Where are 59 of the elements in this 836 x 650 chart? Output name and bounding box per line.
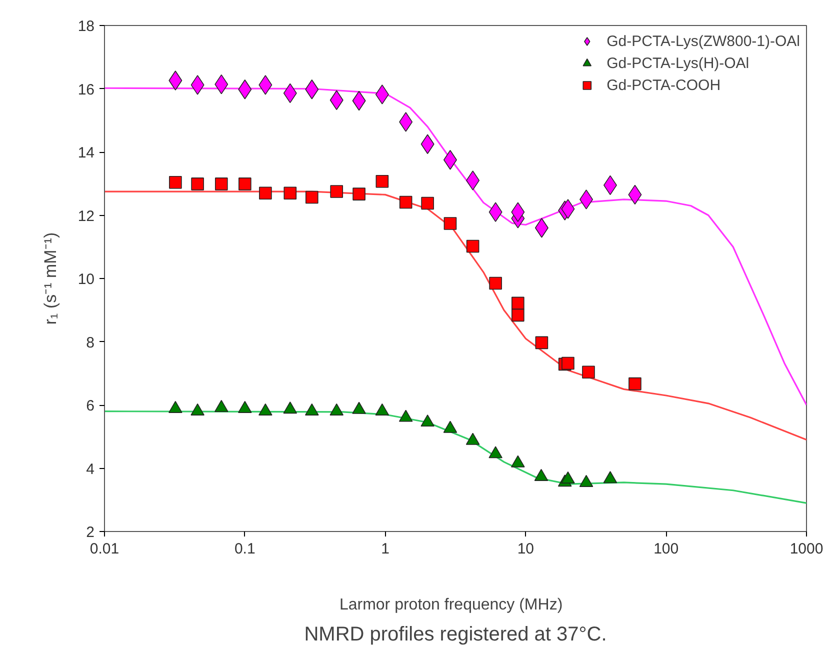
point	[330, 403, 344, 416]
point	[283, 402, 298, 414]
point	[191, 178, 204, 190]
point	[421, 196, 434, 210]
point	[488, 446, 502, 458]
y-tick-label: 2	[86, 524, 94, 541]
point	[214, 400, 228, 412]
y-tick-label: 16	[78, 81, 95, 98]
point	[238, 178, 252, 190]
point	[168, 400, 182, 413]
x-tick-label: 0.1	[234, 540, 256, 558]
point	[376, 175, 389, 188]
point	[330, 185, 344, 198]
point	[488, 202, 502, 222]
y-tick-label: 18	[78, 18, 95, 35]
point	[304, 403, 319, 416]
x-tick-label: 100	[654, 540, 679, 558]
point	[443, 150, 457, 170]
point	[443, 420, 458, 433]
point	[444, 217, 457, 230]
y-tick-label: 4	[86, 460, 94, 478]
y-tick-label: 6	[86, 398, 94, 414]
point	[375, 84, 389, 104]
point	[284, 186, 297, 200]
point	[305, 190, 318, 204]
x-tick-label: 1000	[790, 540, 824, 558]
x-tick-label: 0.01	[90, 540, 120, 558]
point	[489, 276, 502, 290]
y-tick-label: 14	[78, 144, 95, 162]
x-axis-title: Larmor proton frequency (MHz)	[339, 596, 563, 614]
point	[399, 196, 412, 209]
point	[352, 402, 366, 414]
x-tick-label: 1	[381, 540, 390, 558]
text: NMRD profiles registered at 37°C.	[304, 624, 607, 646]
point	[466, 432, 480, 445]
y-tick-label: 12	[78, 208, 95, 225]
y-axis-title: r₁ (s⁻¹ mM⁻¹)	[40, 232, 60, 325]
x-tick-label: 10	[517, 540, 534, 558]
point	[420, 414, 434, 427]
point	[190, 403, 204, 416]
point	[375, 403, 390, 416]
point	[466, 170, 480, 190]
point	[214, 178, 228, 190]
legend-label: Gd-PCTA-COOH	[606, 76, 721, 94]
y-tick-label: 10	[78, 271, 95, 288]
y-tick-label: 8	[86, 334, 94, 352]
point	[534, 468, 548, 481]
point	[168, 70, 182, 90]
point	[190, 75, 204, 95]
point	[398, 410, 413, 422]
point	[238, 400, 252, 413]
point	[466, 240, 480, 253]
legend-label: Gd-PCTA-Lys(ZW800-1)-OAl	[606, 32, 800, 50]
point	[420, 134, 434, 154]
point	[511, 455, 525, 468]
point	[169, 176, 182, 189]
legend-label: Gd-PCTA-Lys(H)-OAl	[606, 54, 750, 72]
point	[352, 188, 366, 200]
point	[512, 296, 524, 310]
